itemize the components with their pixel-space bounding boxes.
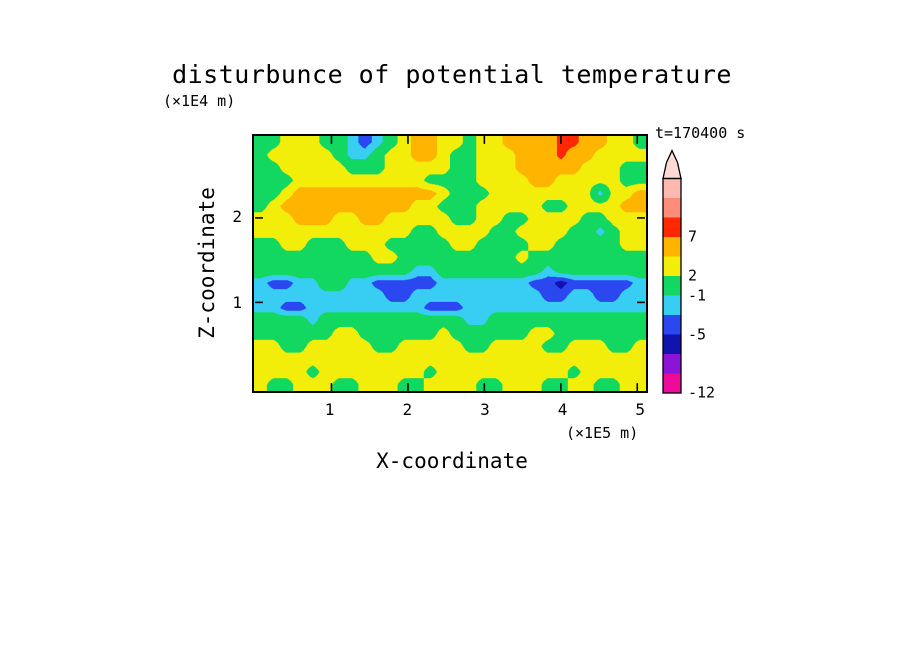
colorbar-label: -12 (688, 383, 716, 402)
colorbar-label: 2 (688, 266, 698, 285)
plot-area (252, 134, 648, 393)
x-tick-label: 5 (635, 400, 646, 419)
colorbar-label: 7 (688, 227, 698, 246)
x-axis-unit-label: (×1E5 m) (566, 424, 639, 442)
x-tick-label: 2 (402, 400, 413, 419)
colorbar-label: -1 (688, 286, 707, 304)
colorbar-label: -5 (688, 325, 707, 343)
x-axis-title: X-coordinate (376, 449, 528, 473)
y-axis-unit-label: (×1E4 m) (163, 92, 236, 110)
x-tick-label: 1 (324, 400, 335, 419)
chart-title: disturbunce of potential temperature (172, 60, 732, 89)
timestamp-annotation: t=170400 s (655, 124, 746, 142)
axis-ticks-layer (255, 136, 645, 391)
y-tick-label: 2 (232, 207, 242, 227)
y-tick-label: 1 (232, 293, 242, 312)
contour-heatmap (254, 136, 646, 391)
x-tick-label: 4 (557, 400, 568, 419)
x-tick-label: 3 (480, 400, 490, 419)
colorbar (662, 148, 682, 394)
